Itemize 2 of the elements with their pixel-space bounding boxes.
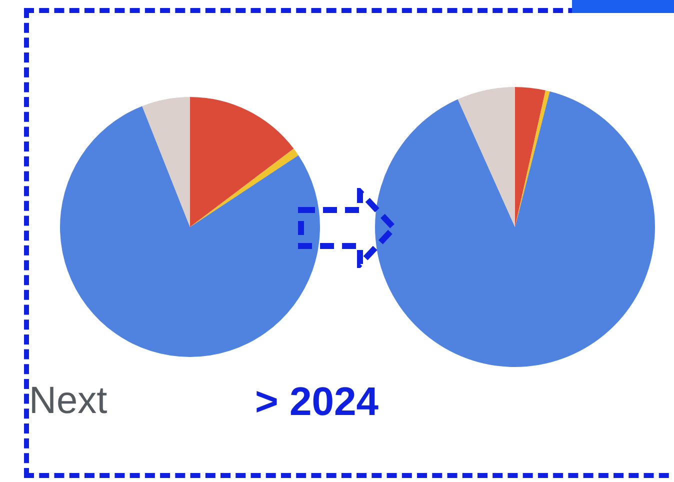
text: Next <box>29 380 108 423</box>
text: > 2024 <box>255 380 378 425</box>
